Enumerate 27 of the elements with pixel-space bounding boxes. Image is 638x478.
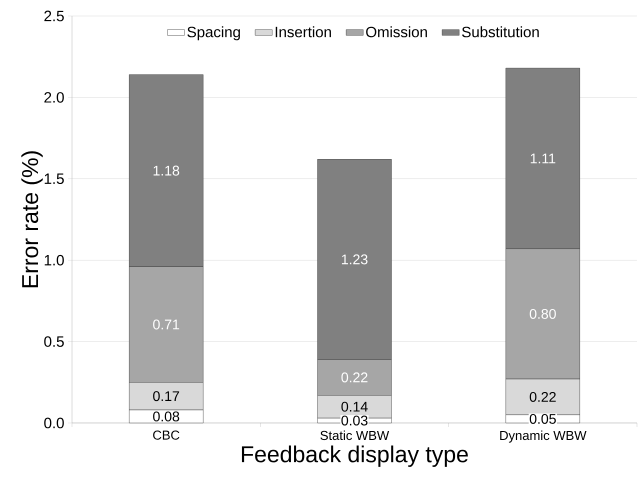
legend-label: Insertion — [276, 26, 331, 38]
x-axis-title: Feedback display type — [242, 445, 468, 467]
data-label: 0.22 — [530, 392, 556, 402]
data-label: 1.23 — [342, 254, 368, 264]
data-label: 0.80 — [530, 308, 556, 319]
x-tick-label: Static WBW — [320, 430, 390, 440]
legend-label: Substitution — [462, 26, 539, 38]
data-label: 0.03 — [341, 416, 368, 426]
x-tick-label: Dynamic WBW — [500, 430, 586, 443]
data-label: 0.71 — [153, 320, 180, 330]
data-label: 0.17 — [153, 391, 180, 402]
x-tick-label: CBC — [153, 430, 180, 440]
legend-label: Omission — [366, 26, 427, 38]
data-label: 0.22 — [341, 372, 368, 382]
data-label: 0.08 — [153, 412, 180, 422]
y-tick-label: 2.0 — [44, 92, 64, 103]
legend-label: Spacing — [187, 26, 240, 40]
y-tick-label: 1.5 — [44, 174, 64, 184]
data-label: 0.14 — [341, 402, 368, 412]
y-tick-label: 0.0 — [44, 418, 64, 428]
data-label: 1.18 — [154, 166, 180, 176]
y-tick-label: 0.5 — [44, 336, 64, 347]
y-axis-title: Error rate (%) — [21, 151, 43, 288]
y-tick-label: 1.0 — [44, 254, 64, 266]
data-label: 0.05 — [530, 414, 556, 424]
y-tick-label: 2.5 — [44, 10, 64, 22]
data-label: 1.11 — [530, 154, 556, 164]
